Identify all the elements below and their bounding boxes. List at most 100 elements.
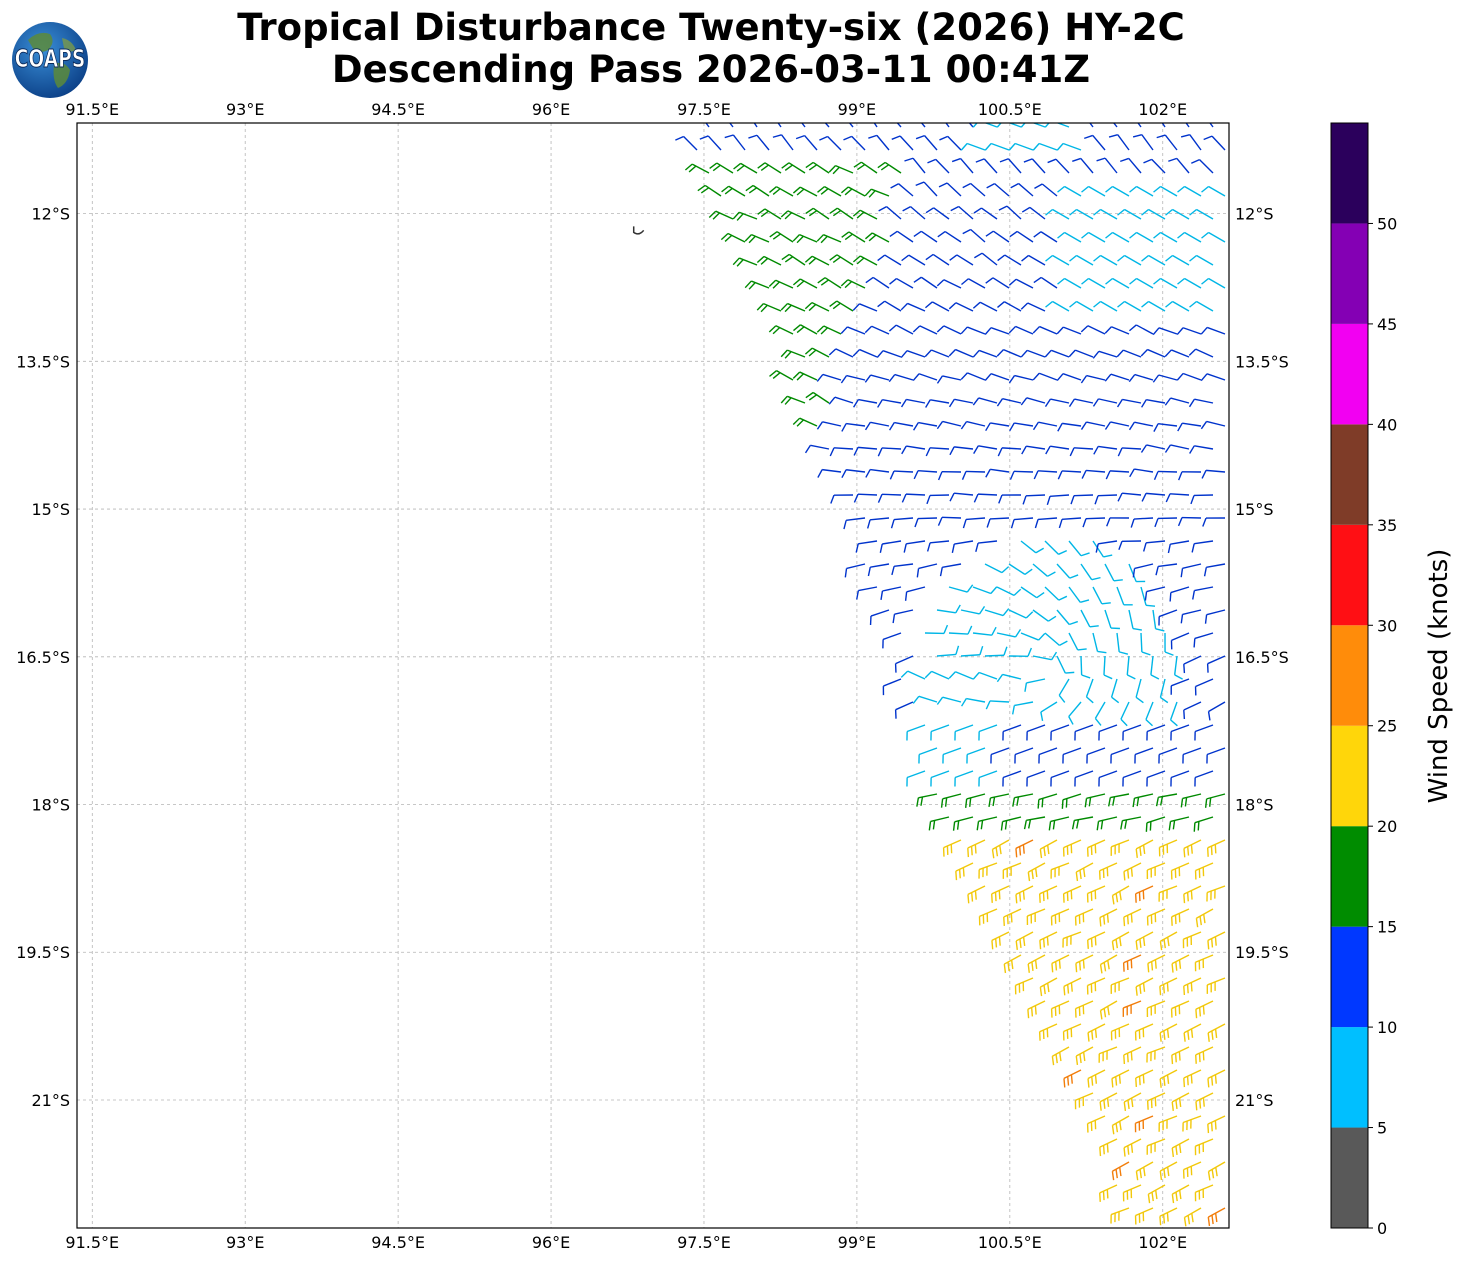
wind-barb xyxy=(927,158,950,174)
wind-barb xyxy=(1050,862,1070,879)
wind-barb xyxy=(1044,123,1070,128)
wind-barb xyxy=(1154,517,1178,528)
wind-barb xyxy=(1032,372,1058,381)
wind-barb xyxy=(1207,1023,1226,1042)
wind-barb xyxy=(925,447,950,457)
wind-barb xyxy=(1206,839,1226,857)
wind-barb xyxy=(1153,185,1178,197)
wind-barb xyxy=(972,397,998,406)
wind-barb xyxy=(816,373,842,382)
wind-barb xyxy=(1068,540,1090,557)
wind-barb xyxy=(1056,373,1082,381)
wind-barb xyxy=(939,135,962,151)
wind-barb xyxy=(840,326,866,335)
wind-barb xyxy=(1096,816,1118,831)
wind-barb xyxy=(1118,540,1142,550)
wind-barb xyxy=(939,563,962,577)
wind-barb xyxy=(1003,954,1022,974)
wind-barb xyxy=(853,161,878,174)
wind-barb xyxy=(894,701,914,719)
wind-barb xyxy=(913,421,938,431)
wind-barb xyxy=(1116,632,1129,655)
wind-barb xyxy=(1038,1023,1058,1041)
wind-barb xyxy=(1008,278,1034,289)
wind-barb xyxy=(990,747,1010,764)
wind-barb xyxy=(1135,839,1154,858)
wind-barb xyxy=(997,254,1022,266)
wind-barb xyxy=(901,493,926,503)
wind-barb xyxy=(1015,839,1034,858)
wind-barb xyxy=(913,470,938,480)
wind-barb xyxy=(843,135,866,151)
wind-barb xyxy=(1132,793,1154,808)
wind-barb xyxy=(1056,655,1075,674)
wind-barb xyxy=(1087,931,1106,949)
wind-barb xyxy=(1156,134,1178,151)
wind-barb xyxy=(1086,1115,1106,1133)
wind-barb xyxy=(1112,123,1118,128)
wind-barb xyxy=(873,123,878,128)
wind-barb xyxy=(1093,300,1118,312)
wind-barb xyxy=(880,586,902,600)
wind-barb xyxy=(1039,977,1058,997)
lon-tick-label-top: 91.5°E xyxy=(65,100,119,119)
lat-tick-label-right: 12°S xyxy=(1235,205,1274,224)
wind-barb xyxy=(852,209,878,220)
wind-barb xyxy=(973,207,998,220)
wind-barb xyxy=(1080,609,1099,628)
wind-barb xyxy=(757,208,782,220)
wind-barb xyxy=(1033,470,1058,480)
wind-barb xyxy=(777,123,782,128)
map-title-line-2: Descending Pass 2026-03-11 00:41Z xyxy=(331,48,1091,91)
wind-barb xyxy=(1206,977,1226,994)
wind-barb xyxy=(852,303,878,312)
wind-barb xyxy=(1134,747,1154,764)
wind-barb xyxy=(853,493,878,503)
wind-barb xyxy=(865,276,890,289)
wind-barb xyxy=(1182,931,1202,949)
wind-barb xyxy=(961,470,986,480)
wind-barb xyxy=(888,421,914,431)
wind-barb xyxy=(744,234,770,244)
wind-barb xyxy=(936,604,961,614)
wind-barb xyxy=(1086,885,1106,903)
wind-barb xyxy=(972,671,998,680)
lon-tick-label-bottom: 99°E xyxy=(838,1233,876,1252)
wind-barb xyxy=(1189,254,1214,266)
wind-barb xyxy=(1011,701,1034,715)
logo-text: COAPS xyxy=(15,44,86,74)
wind-barb xyxy=(892,609,914,624)
wind-barb xyxy=(936,325,962,335)
wind-barb xyxy=(1104,326,1130,335)
wind-barb xyxy=(930,724,950,741)
wind-barb xyxy=(756,255,782,266)
wind-barb xyxy=(1111,1069,1130,1088)
wind-barb xyxy=(949,254,974,266)
wind-barb xyxy=(1081,469,1106,479)
wind-barb xyxy=(1104,609,1120,630)
wind-barb xyxy=(1081,231,1106,243)
wind-barb xyxy=(948,348,974,358)
colorbar-tick-label: 15 xyxy=(1377,918,1397,937)
wind-barb xyxy=(1200,373,1226,382)
colorbar-bin xyxy=(1331,223,1368,324)
wind-barb xyxy=(974,252,998,266)
wind-barb xyxy=(978,862,998,879)
wind-barb xyxy=(1168,157,1190,174)
wind-barb xyxy=(1137,123,1142,128)
wind-barb xyxy=(950,205,974,220)
wind-barb xyxy=(998,205,1022,220)
wind-barb xyxy=(1176,327,1202,336)
wind-barb xyxy=(972,586,998,595)
wind-barb xyxy=(1116,398,1142,408)
wind-barb xyxy=(1128,373,1154,383)
wind-barb xyxy=(1188,398,1214,408)
wind-barb xyxy=(1068,398,1094,408)
wind-barb xyxy=(830,494,854,504)
lat-tick-label-left: 15°S xyxy=(31,500,70,519)
wind-barb xyxy=(1050,724,1070,741)
wind-barb xyxy=(1105,231,1130,243)
coaps-logo: COAPS xyxy=(12,22,88,98)
wind-barb xyxy=(926,494,950,505)
